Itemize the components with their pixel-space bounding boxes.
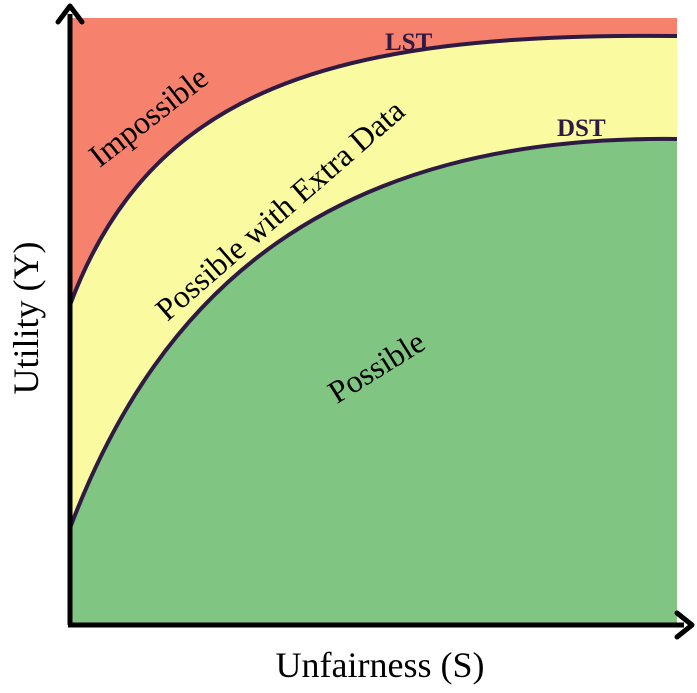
y-axis-arrowhead bbox=[55, 3, 85, 25]
dst-curve bbox=[68, 136, 678, 529]
x-axis-arrowhead bbox=[674, 610, 695, 640]
dst-curve-label: DST bbox=[557, 115, 606, 142]
lst-curve bbox=[68, 33, 678, 306]
lst-curve-label: LST bbox=[385, 29, 433, 56]
x-axis-label: Unfairness (S) bbox=[276, 645, 485, 685]
possible-region bbox=[70, 138, 677, 625]
y-axis-label: Utility (Y) bbox=[6, 242, 46, 395]
